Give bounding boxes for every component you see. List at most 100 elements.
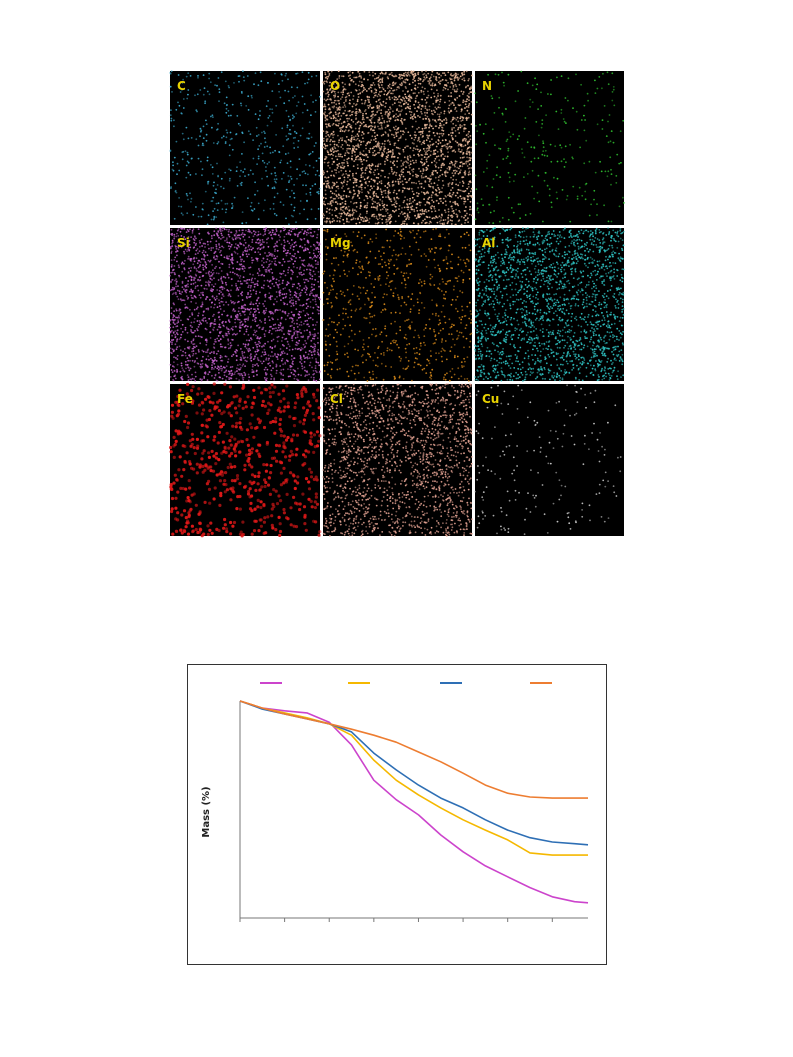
map-dot <box>329 148 332 151</box>
map-dot <box>443 164 446 166</box>
map-dot <box>388 172 391 175</box>
map-dot <box>273 378 276 381</box>
map-dot <box>380 146 383 148</box>
map-dot <box>406 187 409 190</box>
map-dot <box>275 300 278 303</box>
map-dot <box>311 185 314 187</box>
map-dot <box>344 129 347 132</box>
map-dot <box>368 221 370 224</box>
map-dot <box>314 370 317 372</box>
map-dot <box>596 123 599 126</box>
map-dot <box>182 214 184 216</box>
map-dot <box>406 171 409 173</box>
map-dot <box>411 181 413 184</box>
map-dot <box>380 84 383 86</box>
map-dot <box>259 239 261 242</box>
map-dot <box>332 151 335 154</box>
map-dot <box>425 76 428 79</box>
map-dot <box>376 105 378 108</box>
map-dot <box>267 354 270 357</box>
map-dot <box>402 183 404 186</box>
map-dot <box>448 104 451 107</box>
map-dot <box>235 359 238 362</box>
map-dot <box>255 290 258 293</box>
map-dot <box>470 151 473 154</box>
map-dot <box>324 76 327 79</box>
map-dot <box>506 138 509 141</box>
map-dot <box>300 347 303 349</box>
map-dot <box>247 95 250 98</box>
map-dot <box>185 231 188 234</box>
map-dot <box>326 150 329 152</box>
map-dot <box>314 183 317 186</box>
map-dot <box>405 113 408 115</box>
map-dot <box>244 250 247 253</box>
map-dot <box>172 161 174 164</box>
map-dot <box>291 114 294 117</box>
map-dot <box>386 212 389 215</box>
map-dot <box>202 320 205 323</box>
map-dot <box>306 356 309 359</box>
map-dot <box>364 204 367 207</box>
map-dot <box>323 143 326 146</box>
map-dot <box>195 274 198 277</box>
map-dot <box>209 337 212 339</box>
map-dot <box>273 178 276 181</box>
map-dot <box>262 326 265 329</box>
map-dot <box>357 217 359 220</box>
map-dot <box>412 81 414 84</box>
map-dot <box>363 199 366 202</box>
map-dot <box>454 135 457 137</box>
map-dot <box>332 217 334 220</box>
map-dot <box>213 252 216 255</box>
map-dot <box>291 258 293 261</box>
map-dot <box>184 338 187 341</box>
map-dot <box>451 132 454 135</box>
map-dot <box>236 273 238 276</box>
map-dot <box>402 171 404 174</box>
map-dot <box>388 73 391 76</box>
map-dot <box>337 134 339 137</box>
map-dot <box>314 111 317 113</box>
map-dot <box>243 351 246 354</box>
map-dot <box>235 282 237 285</box>
map-dot <box>239 330 241 332</box>
map-dot <box>355 118 357 120</box>
map-dot <box>432 118 434 121</box>
map-dot <box>420 175 423 177</box>
map-dot <box>183 299 186 302</box>
map-dot <box>264 270 267 273</box>
map-dot <box>303 208 305 211</box>
map-dot <box>330 200 333 202</box>
map-dot <box>395 132 398 134</box>
map-dot <box>299 285 301 287</box>
map-dot <box>258 302 261 305</box>
map-dot <box>311 258 314 260</box>
map-dot <box>254 320 257 323</box>
map-dot <box>233 246 236 249</box>
map-dot <box>296 86 299 89</box>
map-dot <box>323 113 326 116</box>
map-dot <box>282 374 285 377</box>
map-dot <box>352 149 355 152</box>
map-dot <box>360 205 362 208</box>
map-dot <box>170 187 172 190</box>
map-dot <box>259 360 262 363</box>
map-dot <box>381 79 384 82</box>
map-dot <box>434 106 437 109</box>
map-dot <box>409 154 411 157</box>
map-dot <box>231 237 234 240</box>
map-dot <box>241 222 244 225</box>
map-dot <box>256 346 258 348</box>
map-dot <box>308 294 311 296</box>
map-dot <box>507 149 510 152</box>
map-dot <box>367 99 370 102</box>
map-dot <box>211 361 214 364</box>
map-dot <box>169 72 172 75</box>
map-dot <box>366 210 368 213</box>
map-dot <box>386 220 388 223</box>
map-dot <box>288 181 290 184</box>
map-dot <box>348 174 350 177</box>
map-dot <box>581 194 584 197</box>
map-dot <box>412 193 415 196</box>
